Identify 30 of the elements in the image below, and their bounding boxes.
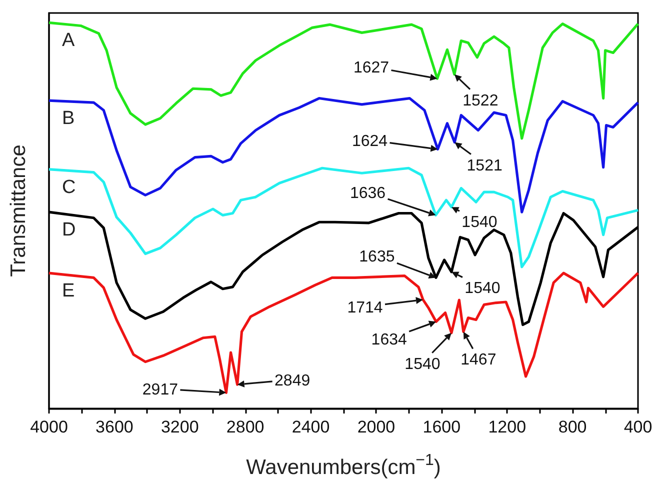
annotation: 1521	[466, 157, 502, 174]
annotation: 1635	[359, 248, 395, 266]
annotation: 1540	[404, 356, 440, 373]
series-label: A	[62, 30, 75, 52]
x-tick-label: 1200	[488, 418, 526, 436]
annotation: 1714	[347, 300, 383, 317]
annotation: 1522	[462, 92, 498, 110]
x-tick-label: 2400	[292, 418, 330, 436]
annotation: 1540	[462, 214, 498, 232]
y-axis-title: Transmittance	[7, 144, 30, 277]
annotation: 2849	[274, 372, 310, 390]
x-tick-label: 2000	[357, 418, 396, 436]
annotation: 1634	[371, 332, 407, 349]
annotation: 1627	[353, 60, 390, 77]
annotation: 1624	[352, 133, 388, 150]
series-label: B	[62, 108, 75, 130]
x-tick-label: 3200	[160, 418, 199, 436]
annotation: 1540	[464, 280, 500, 297]
series-label: E	[62, 280, 75, 302]
series-label: D	[62, 220, 76, 241]
x-tick-label: 2800	[226, 418, 264, 436]
x-tick-label: 800	[558, 418, 587, 436]
x-tick-label: 1600	[422, 418, 461, 436]
annotation: 1467	[460, 352, 496, 369]
x-tick-label: 400	[624, 418, 652, 436]
x-tick-label: 3600	[96, 418, 134, 436]
annotation: 2917	[142, 382, 178, 399]
x-tick-label: 4000	[30, 418, 68, 436]
series-label: C	[62, 176, 76, 198]
annotation: 1636	[350, 185, 386, 202]
